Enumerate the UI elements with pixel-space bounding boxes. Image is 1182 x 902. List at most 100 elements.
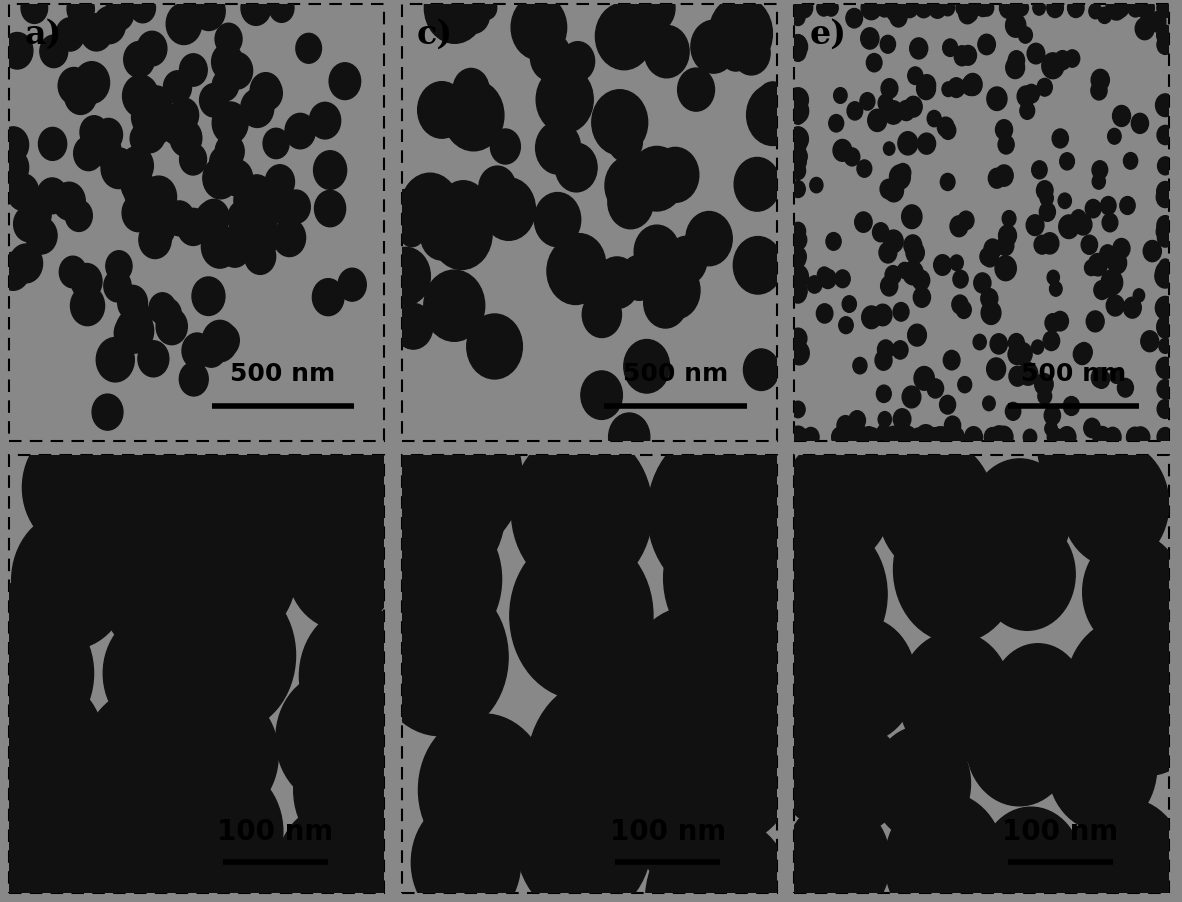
Circle shape [1157, 36, 1174, 55]
Circle shape [942, 83, 955, 97]
Circle shape [213, 103, 248, 145]
Circle shape [141, 87, 171, 122]
Circle shape [897, 101, 915, 122]
Circle shape [957, 377, 972, 393]
Circle shape [293, 723, 409, 857]
Circle shape [884, 427, 903, 448]
Circle shape [1108, 129, 1122, 145]
Circle shape [394, 304, 433, 350]
Circle shape [241, 0, 271, 26]
Circle shape [987, 358, 1006, 381]
Circle shape [790, 99, 806, 118]
Circle shape [713, 503, 850, 664]
Circle shape [1135, 19, 1154, 41]
Circle shape [1155, 297, 1175, 320]
Circle shape [866, 54, 882, 73]
Circle shape [790, 231, 807, 251]
Circle shape [890, 8, 907, 28]
Circle shape [1113, 239, 1130, 259]
Circle shape [92, 134, 121, 168]
Circle shape [196, 333, 226, 368]
Circle shape [1156, 95, 1175, 117]
Circle shape [857, 161, 872, 178]
Circle shape [1083, 534, 1182, 650]
Circle shape [1135, 429, 1150, 446]
Circle shape [1034, 374, 1053, 396]
Circle shape [904, 97, 922, 118]
Circle shape [385, 377, 515, 529]
Circle shape [491, 130, 520, 165]
Circle shape [782, 438, 891, 566]
Circle shape [106, 0, 135, 25]
Circle shape [1155, 264, 1176, 289]
Circle shape [941, 426, 962, 450]
Circle shape [137, 32, 167, 67]
Circle shape [472, 322, 519, 378]
Circle shape [156, 308, 187, 345]
Circle shape [121, 147, 154, 186]
Circle shape [1015, 1, 1028, 17]
Circle shape [734, 158, 780, 212]
Circle shape [1092, 161, 1108, 179]
Circle shape [93, 7, 125, 44]
Circle shape [908, 325, 927, 346]
Circle shape [758, 519, 888, 670]
Circle shape [1091, 642, 1182, 776]
Circle shape [665, 237, 707, 285]
Circle shape [790, 247, 806, 267]
Circle shape [9, 244, 43, 283]
Circle shape [196, 202, 227, 238]
Circle shape [96, 338, 135, 382]
Circle shape [134, 115, 165, 153]
Circle shape [950, 216, 968, 237]
Circle shape [756, 83, 788, 121]
Circle shape [1040, 234, 1059, 254]
Circle shape [846, 10, 863, 29]
Circle shape [941, 123, 956, 140]
Circle shape [167, 5, 202, 45]
Circle shape [105, 0, 134, 32]
Circle shape [619, 256, 658, 301]
Circle shape [839, 318, 853, 335]
Circle shape [791, 223, 806, 241]
Circle shape [44, 405, 171, 554]
Circle shape [411, 798, 520, 902]
Circle shape [431, 198, 492, 271]
Circle shape [790, 0, 807, 19]
Circle shape [59, 257, 86, 289]
Circle shape [249, 187, 277, 218]
Circle shape [843, 297, 857, 313]
Circle shape [145, 213, 175, 247]
Circle shape [886, 5, 902, 22]
Circle shape [1126, 428, 1143, 447]
Circle shape [1027, 44, 1045, 65]
Circle shape [892, 341, 908, 360]
Circle shape [1052, 130, 1069, 149]
Circle shape [965, 428, 982, 448]
Circle shape [943, 351, 960, 371]
Circle shape [273, 219, 306, 257]
Circle shape [356, 401, 501, 572]
Circle shape [860, 29, 879, 50]
Circle shape [174, 445, 298, 589]
Circle shape [1157, 126, 1174, 145]
Circle shape [170, 766, 282, 898]
Text: 500 nm: 500 nm [230, 361, 336, 385]
Circle shape [1074, 215, 1092, 235]
Circle shape [849, 411, 865, 430]
Circle shape [1119, 198, 1135, 216]
Circle shape [609, 413, 650, 462]
Circle shape [1084, 419, 1100, 438]
Circle shape [193, 0, 226, 32]
Circle shape [182, 334, 213, 369]
Circle shape [213, 71, 239, 102]
Circle shape [381, 248, 430, 306]
Circle shape [1143, 241, 1162, 262]
Circle shape [910, 428, 926, 446]
Circle shape [1160, 260, 1171, 274]
Circle shape [635, 226, 680, 279]
Circle shape [527, 678, 681, 858]
Circle shape [1157, 26, 1174, 46]
Circle shape [994, 427, 1013, 448]
Circle shape [927, 111, 941, 127]
